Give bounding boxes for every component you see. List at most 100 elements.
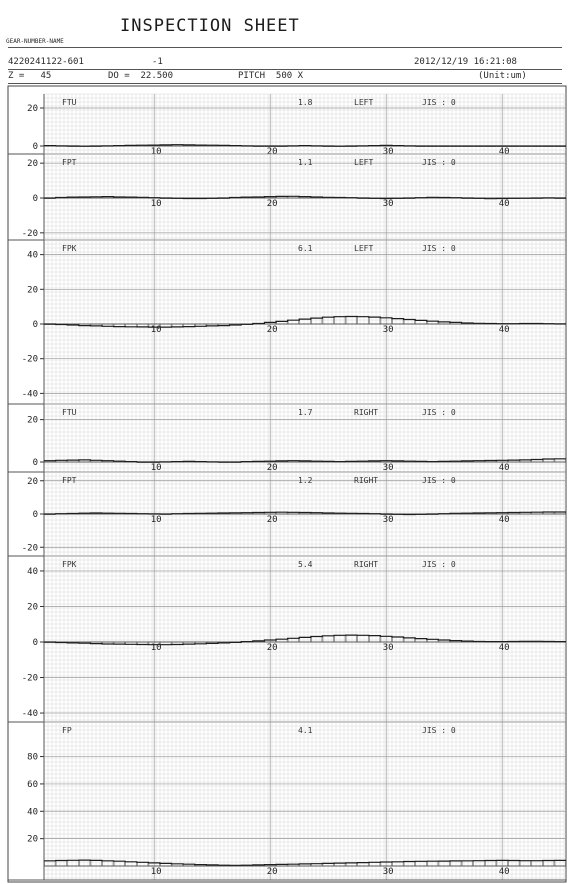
y-tick-label: 0 xyxy=(33,638,38,648)
data-bar xyxy=(79,859,91,867)
panel-value: 1.1 xyxy=(298,158,313,167)
unit-label: (Unit:um) xyxy=(478,71,527,81)
panel-jis: JIS : 0 xyxy=(422,560,456,569)
header-divider-top xyxy=(8,47,562,48)
data-bar xyxy=(508,860,520,867)
y-tick-label: 20 xyxy=(27,104,38,114)
data-bar xyxy=(310,636,323,643)
x-tick-label: 20 xyxy=(267,325,278,335)
data-bar xyxy=(345,316,358,325)
panel-jis: JIS : 0 xyxy=(422,476,456,485)
data-trace xyxy=(44,511,566,516)
data-bar xyxy=(542,860,555,867)
y-tick-label: 40 xyxy=(27,807,38,817)
y-tick-label: 60 xyxy=(27,780,38,790)
x-tick-label: 30 xyxy=(383,867,394,877)
panel-name: FTU xyxy=(62,408,77,417)
x-tick-label: 40 xyxy=(499,147,510,157)
timestamp: 2012/12/19 16:21:08 xyxy=(414,57,517,67)
x-tick-label: 30 xyxy=(383,515,394,525)
data-trace xyxy=(44,315,566,328)
panel-side: RIGHT xyxy=(354,476,378,485)
panel-value: 5.4 xyxy=(298,560,313,569)
panel-value: 4.1 xyxy=(298,726,313,735)
panel-name: FPK xyxy=(62,560,77,569)
x-tick-label: 40 xyxy=(499,643,510,653)
panel-jis: JIS : 0 xyxy=(422,726,456,735)
y-tick-label: 0 xyxy=(33,510,38,520)
x-tick-label: 10 xyxy=(151,325,162,335)
x-tick-label: 10 xyxy=(151,463,162,473)
panel-side: RIGHT xyxy=(354,560,378,569)
panel-side: LEFT xyxy=(354,98,373,107)
y-tick-label: 20 xyxy=(27,835,38,845)
gear-name-label: GEAR-NUMBER-NAME xyxy=(6,38,64,45)
x-tick-label: 40 xyxy=(499,867,510,877)
y-tick-label: 80 xyxy=(27,753,38,763)
y-tick-label: 20 xyxy=(27,416,38,426)
data-bar xyxy=(473,860,485,867)
x-tick-label: 20 xyxy=(267,867,278,877)
panel-grid xyxy=(43,721,566,880)
y-tick-label: 40 xyxy=(27,251,38,261)
panel-jis: JIS : 0 xyxy=(422,244,456,253)
data-trace xyxy=(44,144,566,147)
panel-side: LEFT xyxy=(354,158,373,167)
header-divider-bottom xyxy=(8,83,562,84)
y-tick-label: -20 xyxy=(22,355,38,365)
panel-name: FP xyxy=(62,726,72,735)
x-tick-label: 20 xyxy=(267,463,278,473)
data-bar xyxy=(392,318,404,325)
data-bar xyxy=(531,860,543,867)
teeth-count: Z = 45 xyxy=(8,71,52,81)
x-tick-label: 30 xyxy=(383,643,394,653)
panel-name: FPT xyxy=(62,476,77,485)
x-tick-label: 40 xyxy=(499,199,510,209)
pitch-value: PITCH 500 X xyxy=(238,71,304,81)
panel-jis: JIS : 0 xyxy=(422,158,456,167)
x-tick-label: 40 xyxy=(499,325,510,335)
panel-jis: JIS : 0 xyxy=(422,408,456,417)
panel-grid xyxy=(43,555,566,722)
data-trace xyxy=(44,195,566,200)
panel-jis: JIS : 0 xyxy=(422,98,456,107)
y-tick-label: 0 xyxy=(33,458,38,468)
x-tick-label: 20 xyxy=(267,147,278,157)
x-tick-label: 20 xyxy=(267,199,278,209)
x-tick-label: 40 xyxy=(499,515,510,525)
panel-side: LEFT xyxy=(354,244,373,253)
data-bar xyxy=(368,316,381,325)
data-bar xyxy=(310,317,323,325)
panel-value: 6.1 xyxy=(298,244,313,253)
x-tick-label: 20 xyxy=(267,515,278,525)
x-tick-label: 10 xyxy=(151,867,162,877)
x-tick-label: 30 xyxy=(383,463,394,473)
x-tick-label: 40 xyxy=(499,463,510,473)
data-bar xyxy=(461,860,474,867)
panel-name: FTU xyxy=(62,98,77,107)
data-bar xyxy=(357,634,369,643)
x-tick-label: 30 xyxy=(383,199,394,209)
y-tick-label: 20 xyxy=(27,477,38,487)
y-tick-label: 20 xyxy=(27,159,38,169)
part-number: 4220241122-601 xyxy=(8,57,84,67)
panel-grid xyxy=(43,93,566,155)
x-tick-label: 20 xyxy=(267,643,278,653)
x-tick-label: 10 xyxy=(151,515,162,525)
data-bar xyxy=(519,860,531,867)
x-tick-label: 30 xyxy=(383,147,394,157)
data-bar xyxy=(484,860,497,867)
panel-grid xyxy=(43,239,566,405)
panel-value: 1.8 xyxy=(298,98,313,107)
y-tick-label: -20 xyxy=(22,543,38,553)
data-bar xyxy=(368,635,381,643)
y-tick-label: 0 xyxy=(33,194,38,204)
x-tick-label: 10 xyxy=(151,199,162,209)
x-tick-label: 10 xyxy=(151,643,162,653)
diameter-value: DO = 22.500 xyxy=(108,71,174,81)
y-tick-label: 0 xyxy=(33,320,38,330)
panel-name: FPT xyxy=(62,158,77,167)
panel-value: 1.2 xyxy=(298,476,313,485)
data-trace xyxy=(44,634,566,646)
